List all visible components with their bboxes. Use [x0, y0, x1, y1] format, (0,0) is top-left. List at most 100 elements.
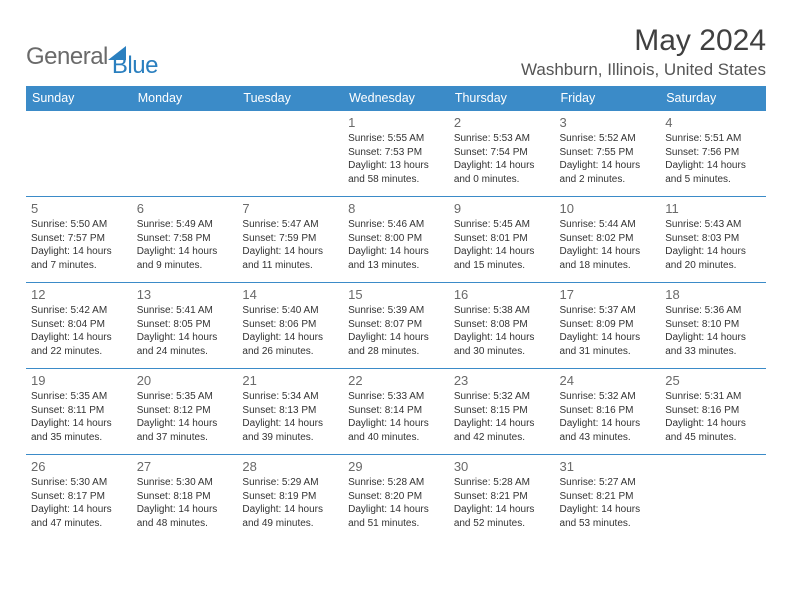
- day-number: 4: [665, 115, 761, 130]
- day-info: Sunrise: 5:49 AMSunset: 7:58 PMDaylight:…: [137, 218, 233, 272]
- calendar-day-cell: 21 Sunrise: 5:34 AMSunset: 8:13 PMDayligh…: [237, 369, 343, 455]
- weekday-header: Friday: [555, 86, 661, 111]
- day-number: 13: [137, 287, 233, 302]
- calendar-day-cell: 17Sunrise: 5:37 AMSunset: 8:09 PMDayligh…: [555, 283, 661, 369]
- day-info: Sunrise: 5:36 AMSunset: 8:10 PMDaylight:…: [665, 304, 761, 358]
- weekday-header: Monday: [132, 86, 238, 111]
- day-info: Sunrise: 5:46 AMSunset: 8:00 PMDaylight:…: [348, 218, 444, 272]
- page-header: General Blue May 2024 Washburn, Illinois…: [26, 24, 766, 80]
- calendar-day-cell: 25 Sunrise: 5:31 AMSunset: 8:16 PMDayligh…: [660, 369, 766, 455]
- calendar-day-cell: 19 Sunrise: 5:35 AMSunset: 8:11 PMDayligh…: [26, 369, 132, 455]
- day-info: Sunrise: 5:28 AMSunset: 8:20 PMDaylight:…: [348, 476, 444, 530]
- calendar-day-cell: 22 Sunrise: 5:33 AMSunset: 8:14 PMDayligh…: [343, 369, 449, 455]
- day-number: 19: [31, 373, 127, 388]
- calendar-day-cell: 10 Sunrise: 5:44 AMSunset: 8:02 PMDayligh…: [555, 197, 661, 283]
- day-number: 22: [348, 373, 444, 388]
- weekday-header: Wednesday: [343, 86, 449, 111]
- day-number: 29: [348, 459, 444, 474]
- calendar-day-cell: 15 Sunrise: 5:39 AMSunset: 8:07 PMDayligh…: [343, 283, 449, 369]
- day-info: Sunrise: 5:37 AMSunset: 8:09 PMDaylight:…: [560, 304, 656, 358]
- day-info: Sunrise: 5:52 AMSunset: 7:55 PMDaylight:…: [560, 132, 656, 186]
- day-info: Sunrise: 5:38 AMSunset: 8:08 PMDaylight:…: [454, 304, 550, 358]
- day-info: Sunrise: 5:50 AMSunset: 7:57 PMDaylight:…: [31, 218, 127, 272]
- day-number: 26: [31, 459, 127, 474]
- calendar-day-cell: 24Sunrise: 5:32 AMSunset: 8:16 PMDayligh…: [555, 369, 661, 455]
- day-info: Sunrise: 5:28 AMSunset: 8:21 PMDaylight:…: [454, 476, 550, 530]
- month-title: May 2024: [521, 24, 766, 58]
- calendar-day-cell: 4 Sunrise: 5:51 AMSunset: 7:56 PMDaylight…: [660, 111, 766, 197]
- calendar-body: 1Sunrise: 5:55 AMSunset: 7:53 PMDaylight…: [26, 111, 766, 541]
- day-number: 28: [242, 459, 338, 474]
- calendar-day-cell: 5 Sunrise: 5:50 AMSunset: 7:57 PMDaylight…: [26, 197, 132, 283]
- calendar-week-row: 1Sunrise: 5:55 AMSunset: 7:53 PMDaylight…: [26, 111, 766, 197]
- day-info: Sunrise: 5:55 AMSunset: 7:53 PMDaylight:…: [348, 132, 444, 186]
- calendar-week-row: 5 Sunrise: 5:50 AMSunset: 7:57 PMDaylight…: [26, 197, 766, 283]
- day-number: 30: [454, 459, 550, 474]
- day-info: Sunrise: 5:44 AMSunset: 8:02 PMDaylight:…: [560, 218, 656, 272]
- calendar-day-cell: 20 Sunrise: 5:35 AMSunset: 8:12 PMDayligh…: [132, 369, 238, 455]
- day-number: 27: [137, 459, 233, 474]
- logo-text-blue: Blue: [112, 34, 158, 80]
- day-number: 10: [560, 201, 656, 216]
- day-number: 8: [348, 201, 444, 216]
- day-info: Sunrise: 5:33 AMSunset: 8:14 PMDaylight:…: [348, 390, 444, 444]
- day-info: Sunrise: 5:32 AMSunset: 8:16 PMDaylight:…: [560, 390, 656, 444]
- day-info: Sunrise: 5:41 AMSunset: 8:05 PMDaylight:…: [137, 304, 233, 358]
- weekday-header: Tuesday: [237, 86, 343, 111]
- day-number: 21: [242, 373, 338, 388]
- calendar-day-cell: 11Sunrise: 5:43 AMSunset: 8:03 PMDayligh…: [660, 197, 766, 283]
- calendar-day-cell: 18 Sunrise: 5:36 AMSunset: 8:10 PMDayligh…: [660, 283, 766, 369]
- day-number: 23: [454, 373, 550, 388]
- calendar-day-cell: 13 Sunrise: 5:41 AMSunset: 8:05 PMDayligh…: [132, 283, 238, 369]
- day-info: Sunrise: 5:51 AMSunset: 7:56 PMDaylight:…: [665, 132, 761, 186]
- calendar-day-cell: 6 Sunrise: 5:49 AMSunset: 7:58 PMDaylight…: [132, 197, 238, 283]
- day-info: Sunrise: 5:53 AMSunset: 7:54 PMDaylight:…: [454, 132, 550, 186]
- day-number: 3: [560, 115, 656, 130]
- day-info: Sunrise: 5:39 AMSunset: 8:07 PMDaylight:…: [348, 304, 444, 358]
- calendar-week-row: 19 Sunrise: 5:35 AMSunset: 8:11 PMDayligh…: [26, 369, 766, 455]
- day-info: Sunrise: 5:30 AMSunset: 8:18 PMDaylight:…: [137, 476, 233, 530]
- calendar-page: General Blue May 2024 Washburn, Illinois…: [0, 0, 792, 541]
- day-info: Sunrise: 5:45 AMSunset: 8:01 PMDaylight:…: [454, 218, 550, 272]
- day-info: Sunrise: 5:30 AMSunset: 8:17 PMDaylight:…: [31, 476, 127, 530]
- weekday-header: Sunday: [26, 86, 132, 111]
- calendar-empty-cell: [26, 111, 132, 197]
- day-number: 15: [348, 287, 444, 302]
- day-info: Sunrise: 5:35 AMSunset: 8:12 PMDaylight:…: [137, 390, 233, 444]
- day-info: Sunrise: 5:27 AMSunset: 8:21 PMDaylight:…: [560, 476, 656, 530]
- calendar-day-cell: 12 Sunrise: 5:42 AMSunset: 8:04 PMDayligh…: [26, 283, 132, 369]
- title-block: May 2024 Washburn, Illinois, United Stat…: [521, 24, 766, 80]
- calendar-day-cell: 30 Sunrise: 5:28 AMSunset: 8:21 PMDayligh…: [449, 455, 555, 541]
- day-info: Sunrise: 5:34 AMSunset: 8:13 PMDaylight:…: [242, 390, 338, 444]
- day-number: 6: [137, 201, 233, 216]
- calendar-day-cell: 1Sunrise: 5:55 AMSunset: 7:53 PMDaylight…: [343, 111, 449, 197]
- calendar-day-cell: 23 Sunrise: 5:32 AMSunset: 8:15 PMDayligh…: [449, 369, 555, 455]
- calendar-empty-cell: [132, 111, 238, 197]
- day-number: 12: [31, 287, 127, 302]
- calendar-week-row: 26 Sunrise: 5:30 AMSunset: 8:17 PMDayligh…: [26, 455, 766, 541]
- calendar-day-cell: 27 Sunrise: 5:30 AMSunset: 8:18 PMDayligh…: [132, 455, 238, 541]
- calendar-day-cell: 9Sunrise: 5:45 AMSunset: 8:01 PMDaylight…: [449, 197, 555, 283]
- calendar-day-cell: 8 Sunrise: 5:46 AMSunset: 8:00 PMDaylight…: [343, 197, 449, 283]
- calendar-day-cell: 14 Sunrise: 5:40 AMSunset: 8:06 PMDayligh…: [237, 283, 343, 369]
- day-number: 11: [665, 201, 761, 216]
- day-info: Sunrise: 5:35 AMSunset: 8:11 PMDaylight:…: [31, 390, 127, 444]
- calendar-header-row: SundayMondayTuesdayWednesdayThursdayFrid…: [26, 86, 766, 111]
- day-info: Sunrise: 5:42 AMSunset: 8:04 PMDaylight:…: [31, 304, 127, 358]
- day-info: Sunrise: 5:40 AMSunset: 8:06 PMDaylight:…: [242, 304, 338, 358]
- day-number: 5: [31, 201, 127, 216]
- calendar-day-cell: 2Sunrise: 5:53 AMSunset: 7:54 PMDaylight…: [449, 111, 555, 197]
- day-number: 31: [560, 459, 656, 474]
- day-number: 25: [665, 373, 761, 388]
- location-text: Washburn, Illinois, United States: [521, 60, 766, 80]
- day-number: 16: [454, 287, 550, 302]
- calendar-day-cell: 7Sunrise: 5:47 AMSunset: 7:59 PMDaylight…: [237, 197, 343, 283]
- day-number: 20: [137, 373, 233, 388]
- day-number: 14: [242, 287, 338, 302]
- brand-logo: General Blue: [26, 24, 158, 80]
- day-number: 18: [665, 287, 761, 302]
- day-info: Sunrise: 5:32 AMSunset: 8:15 PMDaylight:…: [454, 390, 550, 444]
- calendar-empty-cell: [660, 455, 766, 541]
- day-info: Sunrise: 5:31 AMSunset: 8:16 PMDaylight:…: [665, 390, 761, 444]
- calendar-day-cell: 26 Sunrise: 5:30 AMSunset: 8:17 PMDayligh…: [26, 455, 132, 541]
